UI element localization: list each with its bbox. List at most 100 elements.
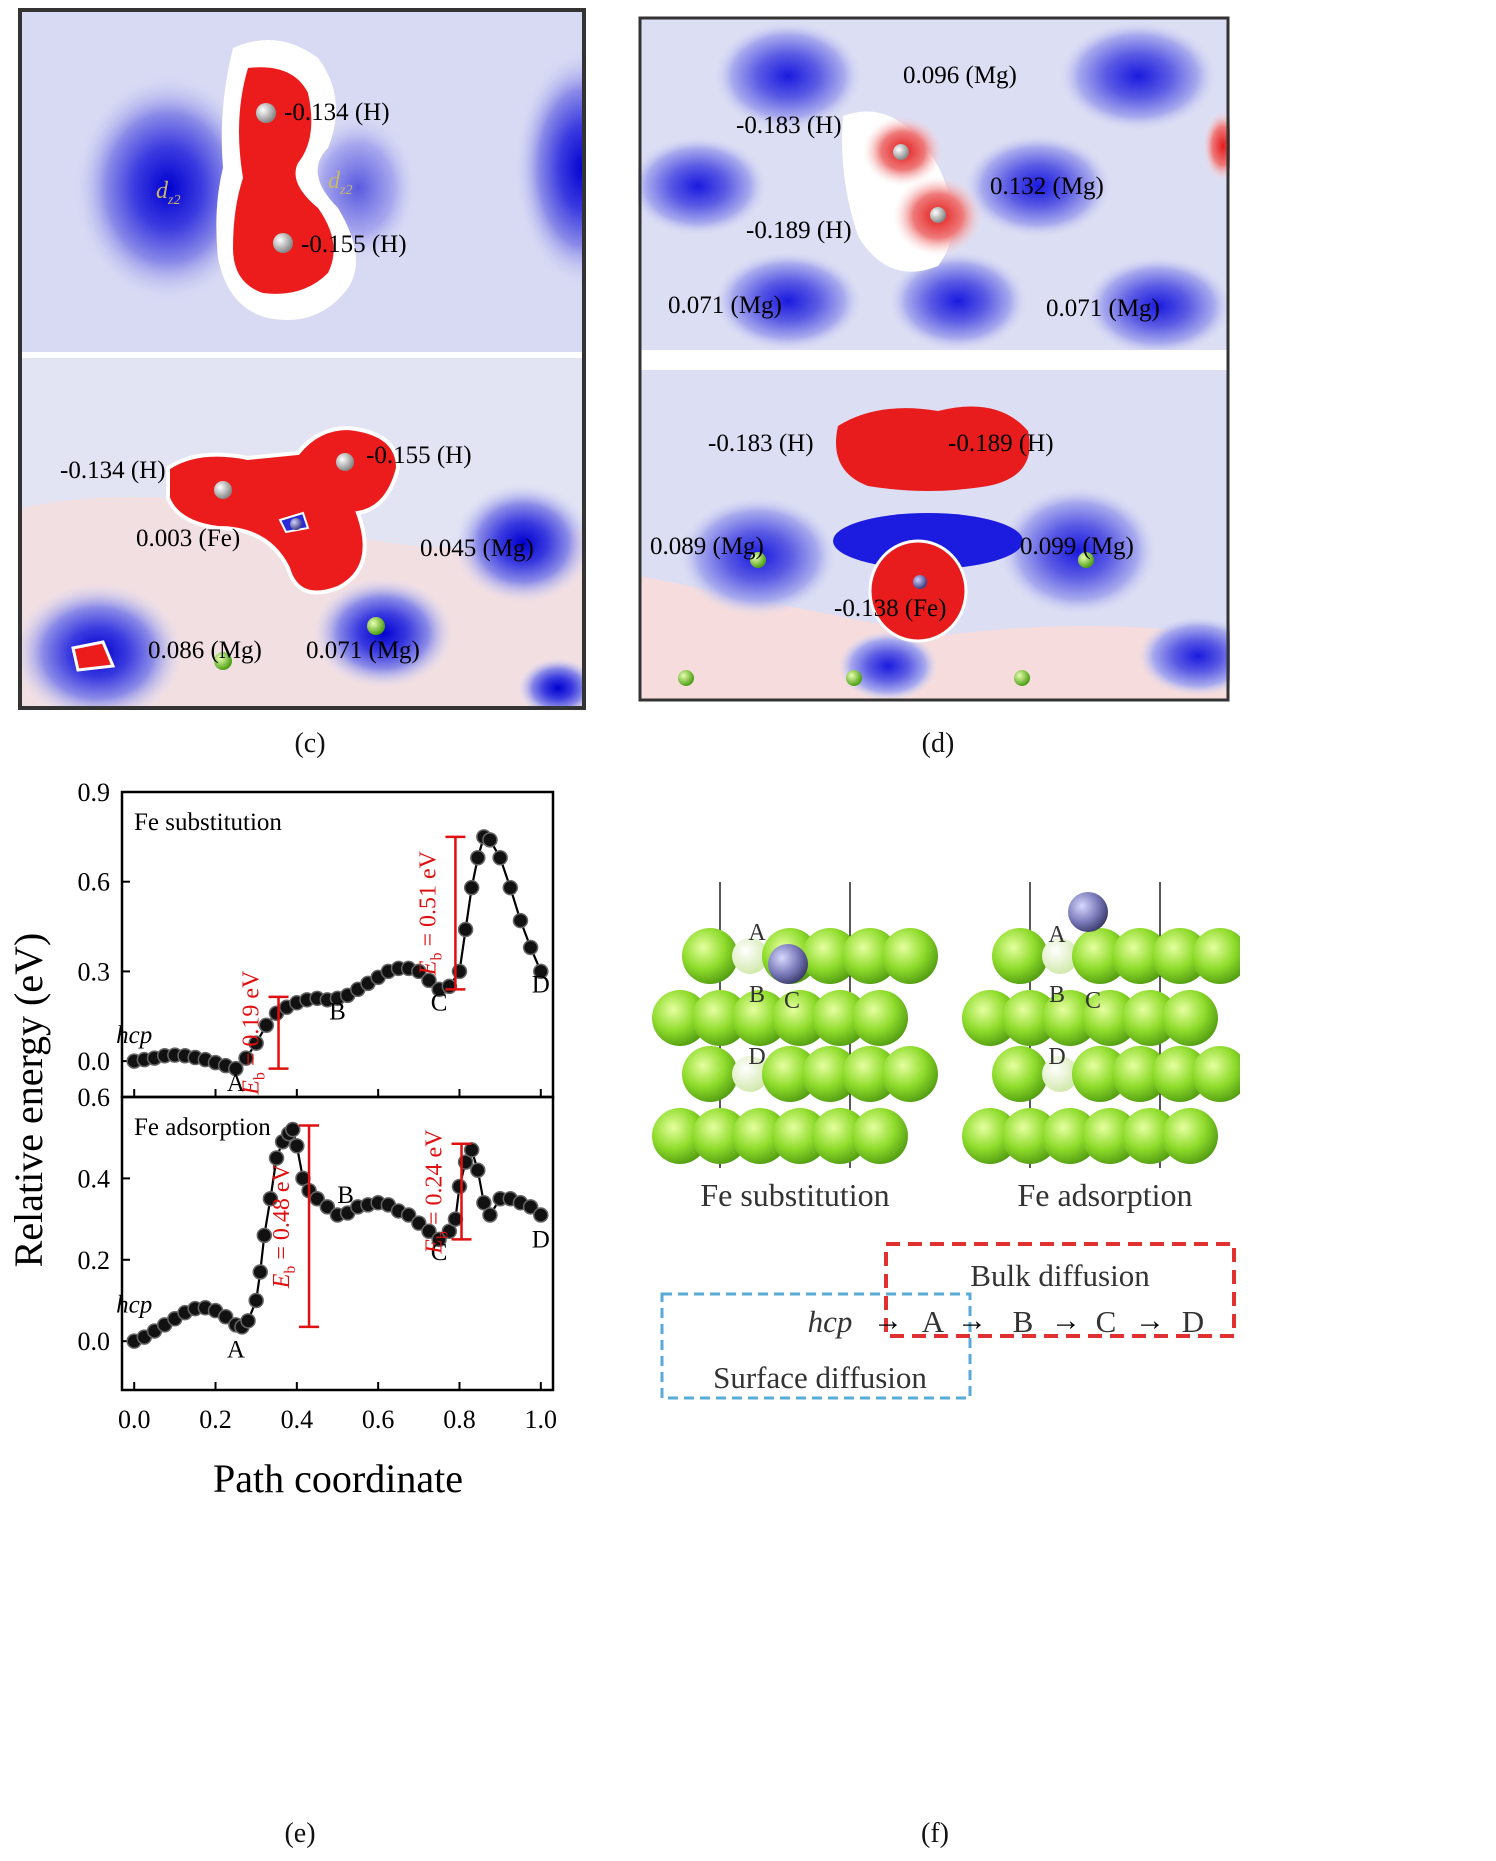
mg-atom <box>1072 1046 1128 1102</box>
mg-atom <box>1192 1046 1240 1102</box>
path-site-d: D <box>1182 1304 1204 1339</box>
fe-atom <box>1068 892 1108 932</box>
data-point <box>258 1017 275 1033</box>
label-d-top-h1: -0.183 (H) <box>736 112 842 139</box>
y-tick-label: 0.3 <box>78 957 111 986</box>
point-label: hcp <box>116 1292 152 1319</box>
path-start-hcp: hcp <box>808 1304 853 1339</box>
y-tick-label: 0.9 <box>78 778 111 807</box>
x-tick-label: 0.6 <box>362 1405 395 1434</box>
mg-atom <box>882 928 938 984</box>
data-point <box>522 1199 539 1215</box>
h-atom-icon <box>893 144 909 160</box>
fe-atom <box>768 944 808 984</box>
panel-c-mg-lobe <box>518 658 586 710</box>
panel-c-frame <box>18 8 586 710</box>
mg-lobe <box>713 21 863 131</box>
mg-lobe <box>1138 616 1230 696</box>
mg-atom <box>1152 928 1208 984</box>
subplot-title: Fe substitution <box>134 809 282 836</box>
panel-d-separator <box>640 350 1228 370</box>
mg-atom <box>962 990 1018 1046</box>
site-label: C <box>1085 988 1101 1014</box>
data-point <box>238 1050 254 1066</box>
mg-lobe <box>1058 21 1218 131</box>
label-d-top-mg3: 0.071 (Mg) <box>668 292 782 319</box>
y-tick-label: 0.0 <box>78 1327 111 1356</box>
data-point <box>533 1207 549 1223</box>
mg-atom <box>1002 1108 1058 1164</box>
label-d-bottom-fe: -0.138 (Fe) <box>834 595 946 622</box>
mg-atom <box>962 1108 1018 1164</box>
mg-atom-icon <box>214 652 232 670</box>
mg-atom-icon <box>750 552 766 568</box>
point-label: C <box>431 989 448 1016</box>
data-point <box>248 1292 264 1309</box>
h2-red-region <box>836 406 1030 491</box>
point-label: D <box>532 1227 550 1254</box>
mg-lobe <box>638 136 768 236</box>
barrier-label-value: = 0.48 eV <box>269 1163 295 1265</box>
panel-c-contour-map: -0.134 (H) -0.155 (H) dz2 dz2 -0.134 (H)… <box>18 8 586 710</box>
mg-atom <box>652 1108 708 1164</box>
barrier-label-e: E <box>239 1080 265 1096</box>
panel-label-d: (d) <box>908 728 968 760</box>
chart-plot-area: 0.0 0.3 0.6 0.9 Fe substitution hcp A B C D Eb = 0… <box>78 778 558 1434</box>
y-axis-label: Relative energy (eV) <box>6 933 51 1268</box>
mg-atom-icon <box>1014 670 1030 686</box>
data-point <box>400 1207 417 1223</box>
panel-d-contour-map: 0.096 (Mg) -0.183 (H) 0.132 (Mg) -0.189 … <box>638 16 1230 702</box>
point-label: B <box>329 998 346 1025</box>
label-c-bottom-mg3: 0.071 (Mg) <box>306 637 420 664</box>
data-point <box>470 850 486 866</box>
h-atom-icon <box>214 481 232 499</box>
label-d-bottom-mg2: 0.099 (Mg) <box>1020 533 1134 560</box>
path-site-a: A <box>922 1304 945 1339</box>
data-point <box>441 1223 458 1240</box>
panel-f-diffusion-schematic: AB CD AB CD Fe substitution Fe adsorption … <box>652 882 1240 1400</box>
barrier-label: Eb = 0.48 eV <box>269 1163 299 1289</box>
mg-atom-icon <box>846 670 862 686</box>
point-label: B <box>337 1182 354 1209</box>
fe-atom-icon <box>913 575 927 589</box>
y-tick-label: 0.6 <box>78 868 111 897</box>
point-label: C <box>431 1239 448 1266</box>
site-label: C <box>784 988 800 1014</box>
barrier-label-value: = 0.24 eV <box>422 1129 448 1231</box>
panel-c-red-charge <box>233 67 334 294</box>
orbital-label-right: dz2 <box>328 168 352 198</box>
mg-atom <box>1042 990 1098 1046</box>
mg-atom <box>812 1108 868 1164</box>
mg-atom <box>842 1046 898 1102</box>
mg-atom <box>682 928 738 984</box>
panel-label-f-text: (f) <box>921 1818 949 1849</box>
x-tick-label: 0.2 <box>199 1405 232 1434</box>
data-point <box>421 972 437 989</box>
mg-lobe <box>963 134 1113 238</box>
mg-lobe <box>1083 256 1230 356</box>
label-c-bottom-h1: -0.134 (H) <box>60 457 166 484</box>
h-atom-icon <box>930 207 946 223</box>
data-point <box>502 879 519 896</box>
panel-d-frame <box>638 16 1230 702</box>
panel-label-d-text: (d) <box>921 728 955 759</box>
mg-atom <box>1082 990 1138 1046</box>
mg-lobe <box>713 251 863 351</box>
x-tick-label: 1.0 <box>525 1405 558 1434</box>
point-label: A <box>227 1070 245 1097</box>
panel-c-dz2-left-lobe <box>73 73 263 303</box>
mg-atom-icon <box>678 670 694 686</box>
h-atom-icon <box>273 233 293 253</box>
barrier-label: Eb = 0.51 eV <box>415 850 445 976</box>
mg-atom <box>992 928 1048 984</box>
y-tick-label: 0.2 <box>78 1246 111 1275</box>
caption-fe-substitution: Fe substitution <box>700 1177 889 1213</box>
site-marker <box>1042 1056 1078 1092</box>
mg-atom <box>1042 1108 1098 1164</box>
caption-fe-adsorption: Fe adsorption <box>1017 1177 1192 1213</box>
site-label: A <box>748 920 766 946</box>
path-site-b: B <box>1013 1304 1034 1339</box>
mg-atom <box>1122 990 1178 1046</box>
mg-atom <box>882 1046 938 1102</box>
mg-atom <box>1192 928 1240 984</box>
